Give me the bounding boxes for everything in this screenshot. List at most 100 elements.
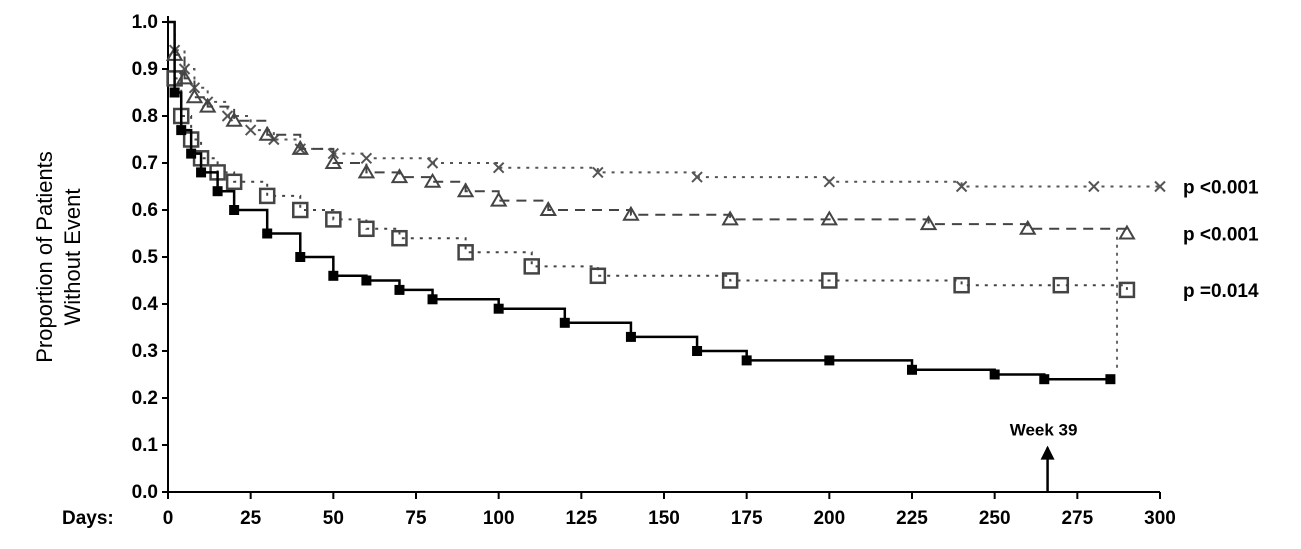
series-1-point [592,166,604,179]
x-tick-label: 150 [648,508,680,529]
series-4-point [295,252,306,262]
series-1-point [1154,180,1166,193]
series-2-point [324,154,343,169]
series-3-point [523,258,540,275]
series-3-point [358,220,375,238]
series-4-line [168,20,1111,381]
series-2-point [198,97,217,113]
series-4-point [824,355,835,366]
series-1-point [244,124,257,136]
y-tick-label: 0.3 [132,341,158,362]
series-4-point [989,369,1000,380]
series-3-point [325,211,342,228]
series-1-line [168,21,1160,188]
series-4 [168,20,1116,385]
series-2-point [423,172,442,188]
series-2-point [1118,224,1136,240]
series-2-point [357,163,376,179]
series-2 [165,21,1136,240]
series-1-point [1088,180,1100,193]
x-tick-label: 125 [565,508,597,529]
series-2-point [539,201,558,216]
x-tick-label: 100 [483,508,515,529]
x-tick-label: 25 [240,508,262,529]
p-value-label: p <0.001 [1183,178,1259,199]
series-1 [168,21,1166,193]
x-tick-label: 275 [1061,508,1093,529]
x-tick-label: 300 [1144,508,1176,529]
y-tick-label: 0.1 [132,435,159,456]
y-tick-label: 0.2 [132,388,158,409]
series-4-point [1105,374,1116,385]
y-tick-label: 0.7 [132,153,158,174]
series-3-point [258,187,276,205]
series-4-point [692,346,703,356]
series-2-point [258,125,276,141]
series-4-point [361,275,372,286]
series-1-point [823,176,836,188]
x-tick-label: 200 [813,508,845,529]
y-tick-label: 0.0 [132,482,158,503]
series-4-point [559,317,570,328]
y-tick-label: 0.4 [132,294,159,315]
series-2-point [489,191,508,207]
series-2-point [185,88,204,104]
annotation-arrow-head [1040,445,1055,460]
series-4-point [427,294,438,305]
series-2-point [622,205,640,221]
y-tick-label: 1.0 [132,12,158,33]
series-4-point [493,303,504,314]
series-3-line [168,21,1128,290]
series-2-point [291,139,310,155]
series-3-point [292,201,309,219]
series-3-point [953,276,970,294]
series-1-point [492,161,505,174]
series-2-point [1018,219,1037,235]
series-1-point [426,157,439,169]
series-1-point [360,152,373,165]
p-value-label: p =0.014 [1183,281,1259,302]
labels-layer: 0.0 0.1 0.2 0.3 0.4 0.5 0.6 0.7 0.8 0.9 1.0 0 25 50 75… [32,12,1259,529]
series-3-point [1052,276,1070,294]
series-4-point [186,148,197,159]
x-tick-label: 50 [323,508,344,529]
series-2-point [390,168,409,184]
series-3-point [1118,281,1136,299]
series-4-point [741,355,752,366]
y-tick-label: 0.6 [132,200,158,221]
series-3-point [721,272,739,289]
series-4-point [176,125,187,136]
series-4-point [196,167,207,178]
x-tick-label: 0 [163,508,174,529]
series-3-point [589,267,607,285]
series-4-point [328,270,339,281]
x-axis-label: Days: [62,508,114,529]
y-tick-label: 0.8 [132,106,158,127]
series-4-point [907,364,917,375]
series-3-point [457,244,474,261]
y-tick-label: 0.9 [132,59,158,80]
y-axis-label-line: Without Event [60,189,85,326]
series-2-point [225,111,243,127]
series-layer [165,20,1166,385]
series-3-point [821,272,838,289]
y-tick-label: 0.5 [132,247,159,268]
x-tick-label: 250 [979,508,1011,529]
y-axis-label-line: Proportion of Patients [32,151,57,363]
series-2-point [820,210,839,226]
series-3-point [391,229,408,247]
series-4-point [262,228,273,239]
y-axis-label: Proportion of Patients Without Event [32,151,85,363]
series-1-point [955,180,968,193]
series-3 [166,21,1136,299]
p-value-label: p <0.001 [1183,225,1259,246]
series-4-point [625,331,636,342]
series-3-point [225,173,243,191]
series-4-point [169,87,180,98]
x-tick-label: 75 [405,508,427,529]
series-4-point [394,284,405,295]
series-2-point [456,182,475,198]
series-4-point [212,186,223,197]
